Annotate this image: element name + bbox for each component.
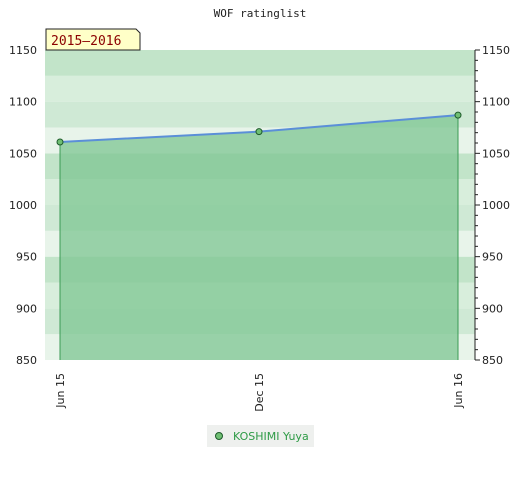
right-y-axis: 850 900 950 1000 1050 1100 1150 <box>474 44 510 367</box>
x-tick-label: Dec 15 <box>253 373 266 412</box>
y-tick-label: 950 <box>16 251 37 264</box>
x-tick-label: Jun 16 <box>452 373 465 409</box>
y-tick-label: 1000 <box>9 199 37 212</box>
period-label-box <box>45 28 141 51</box>
y-tick-label-right: 1100 <box>482 96 510 109</box>
x-tick-label: Jun 15 <box>54 373 67 409</box>
left-y-axis: 850 900 950 1000 1050 1100 1150 <box>9 44 37 367</box>
legend-marker-icon <box>215 432 223 440</box>
period-label: 2015–2016 <box>45 28 141 51</box>
y-tick-label-right: 850 <box>482 354 503 367</box>
y-tick-label: 1100 <box>9 96 37 109</box>
grid-band <box>45 75 475 102</box>
y-tick-label: 1050 <box>9 147 37 160</box>
period-label-text: 2015–2016 <box>51 34 121 49</box>
y-tick-label: 900 <box>16 302 37 315</box>
y-tick-label-right: 1150 <box>482 44 510 57</box>
legend-label: KOSHIMI Yuya <box>233 429 309 443</box>
data-points <box>56 111 462 146</box>
rating-area <box>60 115 458 360</box>
x-axis: Jun 15 Dec 15 Jun 16 <box>54 373 465 412</box>
chart-title: WOF ratinglist <box>214 7 307 20</box>
grid-band <box>45 50 475 76</box>
y-tick-label-right: 1000 <box>482 199 510 212</box>
data-point[interactable] <box>454 111 462 119</box>
y-tick-label-right: 950 <box>482 251 503 264</box>
y-tick-label-right: 1050 <box>482 147 510 160</box>
legend[interactable]: KOSHIMI Yuya <box>207 425 314 447</box>
data-point[interactable] <box>56 138 64 146</box>
data-point[interactable] <box>255 128 263 136</box>
y-tick-label: 1150 <box>9 44 37 57</box>
y-tick-label: 850 <box>16 354 37 367</box>
y-tick-label-right: 900 <box>482 302 503 315</box>
drop-lines <box>59 115 459 360</box>
